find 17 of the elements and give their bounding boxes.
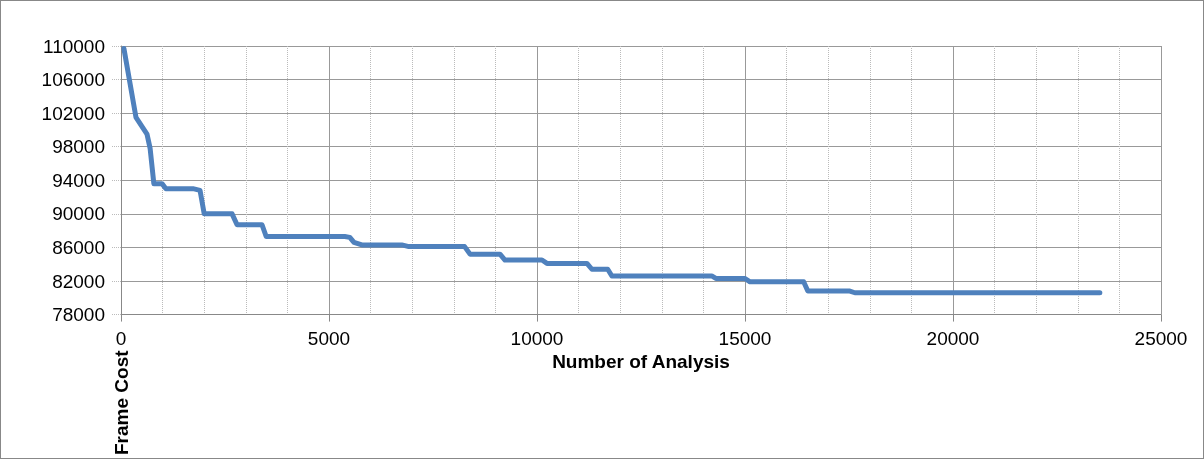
y-tick-label: 110000 [43,35,105,57]
y-axis-title: Frame Cost [110,349,132,455]
y-tick-label: 98000 [52,136,105,158]
y-tick-label: 90000 [52,203,105,225]
x-tick-label: 25000 [1134,327,1188,349]
x-tick-label: 10000 [510,327,564,349]
x-tick-label: 15000 [718,327,772,349]
y-tick-label: 82000 [52,270,105,292]
x-axis-title: Number of Analysis [552,351,730,373]
y-tick-label: 78000 [52,304,105,326]
y-tick-label: 94000 [52,169,105,191]
x-tick-label: 20000 [926,327,980,349]
x-tick-label: 5000 [307,327,351,349]
y-tick-label: 106000 [41,69,105,91]
y-tick-label: 102000 [41,102,105,124]
x-tick-label: 0 [115,327,127,349]
y-tick-label: 86000 [52,236,105,258]
